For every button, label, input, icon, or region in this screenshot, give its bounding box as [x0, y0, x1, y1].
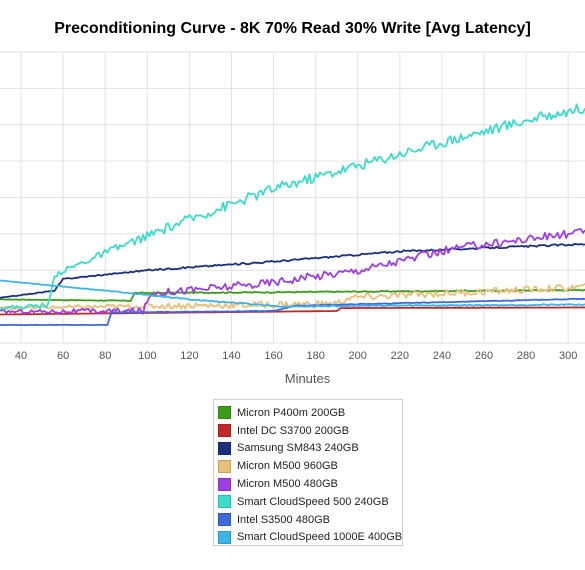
x-tick-label: 180: [306, 350, 324, 362]
x-tick-label: 200: [349, 350, 367, 362]
series-line-6: [0, 103, 585, 311]
legend-label: Micron P400m 200GB: [237, 406, 346, 419]
x-tick-label: 120: [180, 350, 198, 362]
gridlines: [0, 51, 585, 344]
legend-label: Micron M500 960GB: [237, 460, 338, 473]
legend-item[interactable]: Smart CloudSpeed 500 240GB: [218, 493, 402, 511]
x-tick-label: 240: [433, 350, 451, 362]
series-line-5: [0, 228, 585, 315]
legend-swatch: [218, 495, 231, 509]
legend-swatch: [218, 406, 231, 420]
x-tick-label: 280: [517, 350, 535, 362]
legend-label: Micron M500 480GB: [237, 478, 338, 491]
series-lines: [0, 103, 585, 326]
x-axis-title: Minutes: [285, 371, 331, 386]
legend-item[interactable]: Micron P400m 200GB: [218, 404, 402, 422]
legend-swatch: [218, 424, 231, 438]
x-tick-label: 40: [15, 350, 27, 362]
x-tick-label: 60: [57, 350, 69, 362]
legend-label: Intel DC S3700 200GB: [237, 424, 349, 437]
legend-swatch: [218, 441, 231, 455]
series-line-8: [0, 279, 585, 308]
legend-item[interactable]: Micron M500 480GB: [218, 475, 402, 493]
legend-label: Smart CloudSpeed 500 240GB: [237, 495, 389, 508]
x-tick-label: 100: [138, 350, 156, 362]
x-tick-label: 140: [222, 350, 240, 362]
legend-item[interactable]: Micron M500 960GB: [218, 457, 402, 475]
x-tick-label: 160: [264, 350, 282, 362]
legend-label: Smart CloudSpeed 1000E 400GB: [237, 531, 403, 544]
chart-title: Preconditioning Curve - 8K 70% Read 30% …: [54, 20, 531, 37]
legend-item[interactable]: Smart CloudSpeed 1000E 400GB: [218, 529, 402, 547]
legend-label: Samsung SM843 240GB: [237, 442, 359, 455]
legend-item[interactable]: Samsung SM843 240GB: [218, 440, 402, 458]
x-tick-label: 260: [475, 350, 493, 362]
legend-swatch: [218, 459, 231, 473]
series-line-3: [0, 243, 585, 299]
legend-swatch: [218, 477, 231, 491]
legend-item[interactable]: Intel S3500 480GB: [218, 511, 402, 529]
x-tick-label: 300: [559, 350, 577, 362]
chart-legend: Micron P400m 200GB Intel DC S3700 200GB Sa…: [213, 399, 403, 546]
legend-swatch: [218, 530, 231, 544]
x-tick-label: 220: [391, 350, 409, 362]
x-tick-labels: 40 60 80 100 120 140 160 180 200 220 240 260 280 300: [15, 350, 577, 362]
legend-label: Intel S3500 480GB: [237, 513, 330, 526]
legend-swatch: [218, 513, 231, 527]
legend-item[interactable]: Intel DC S3700 200GB: [218, 422, 402, 440]
x-tick-label: 80: [99, 350, 111, 362]
